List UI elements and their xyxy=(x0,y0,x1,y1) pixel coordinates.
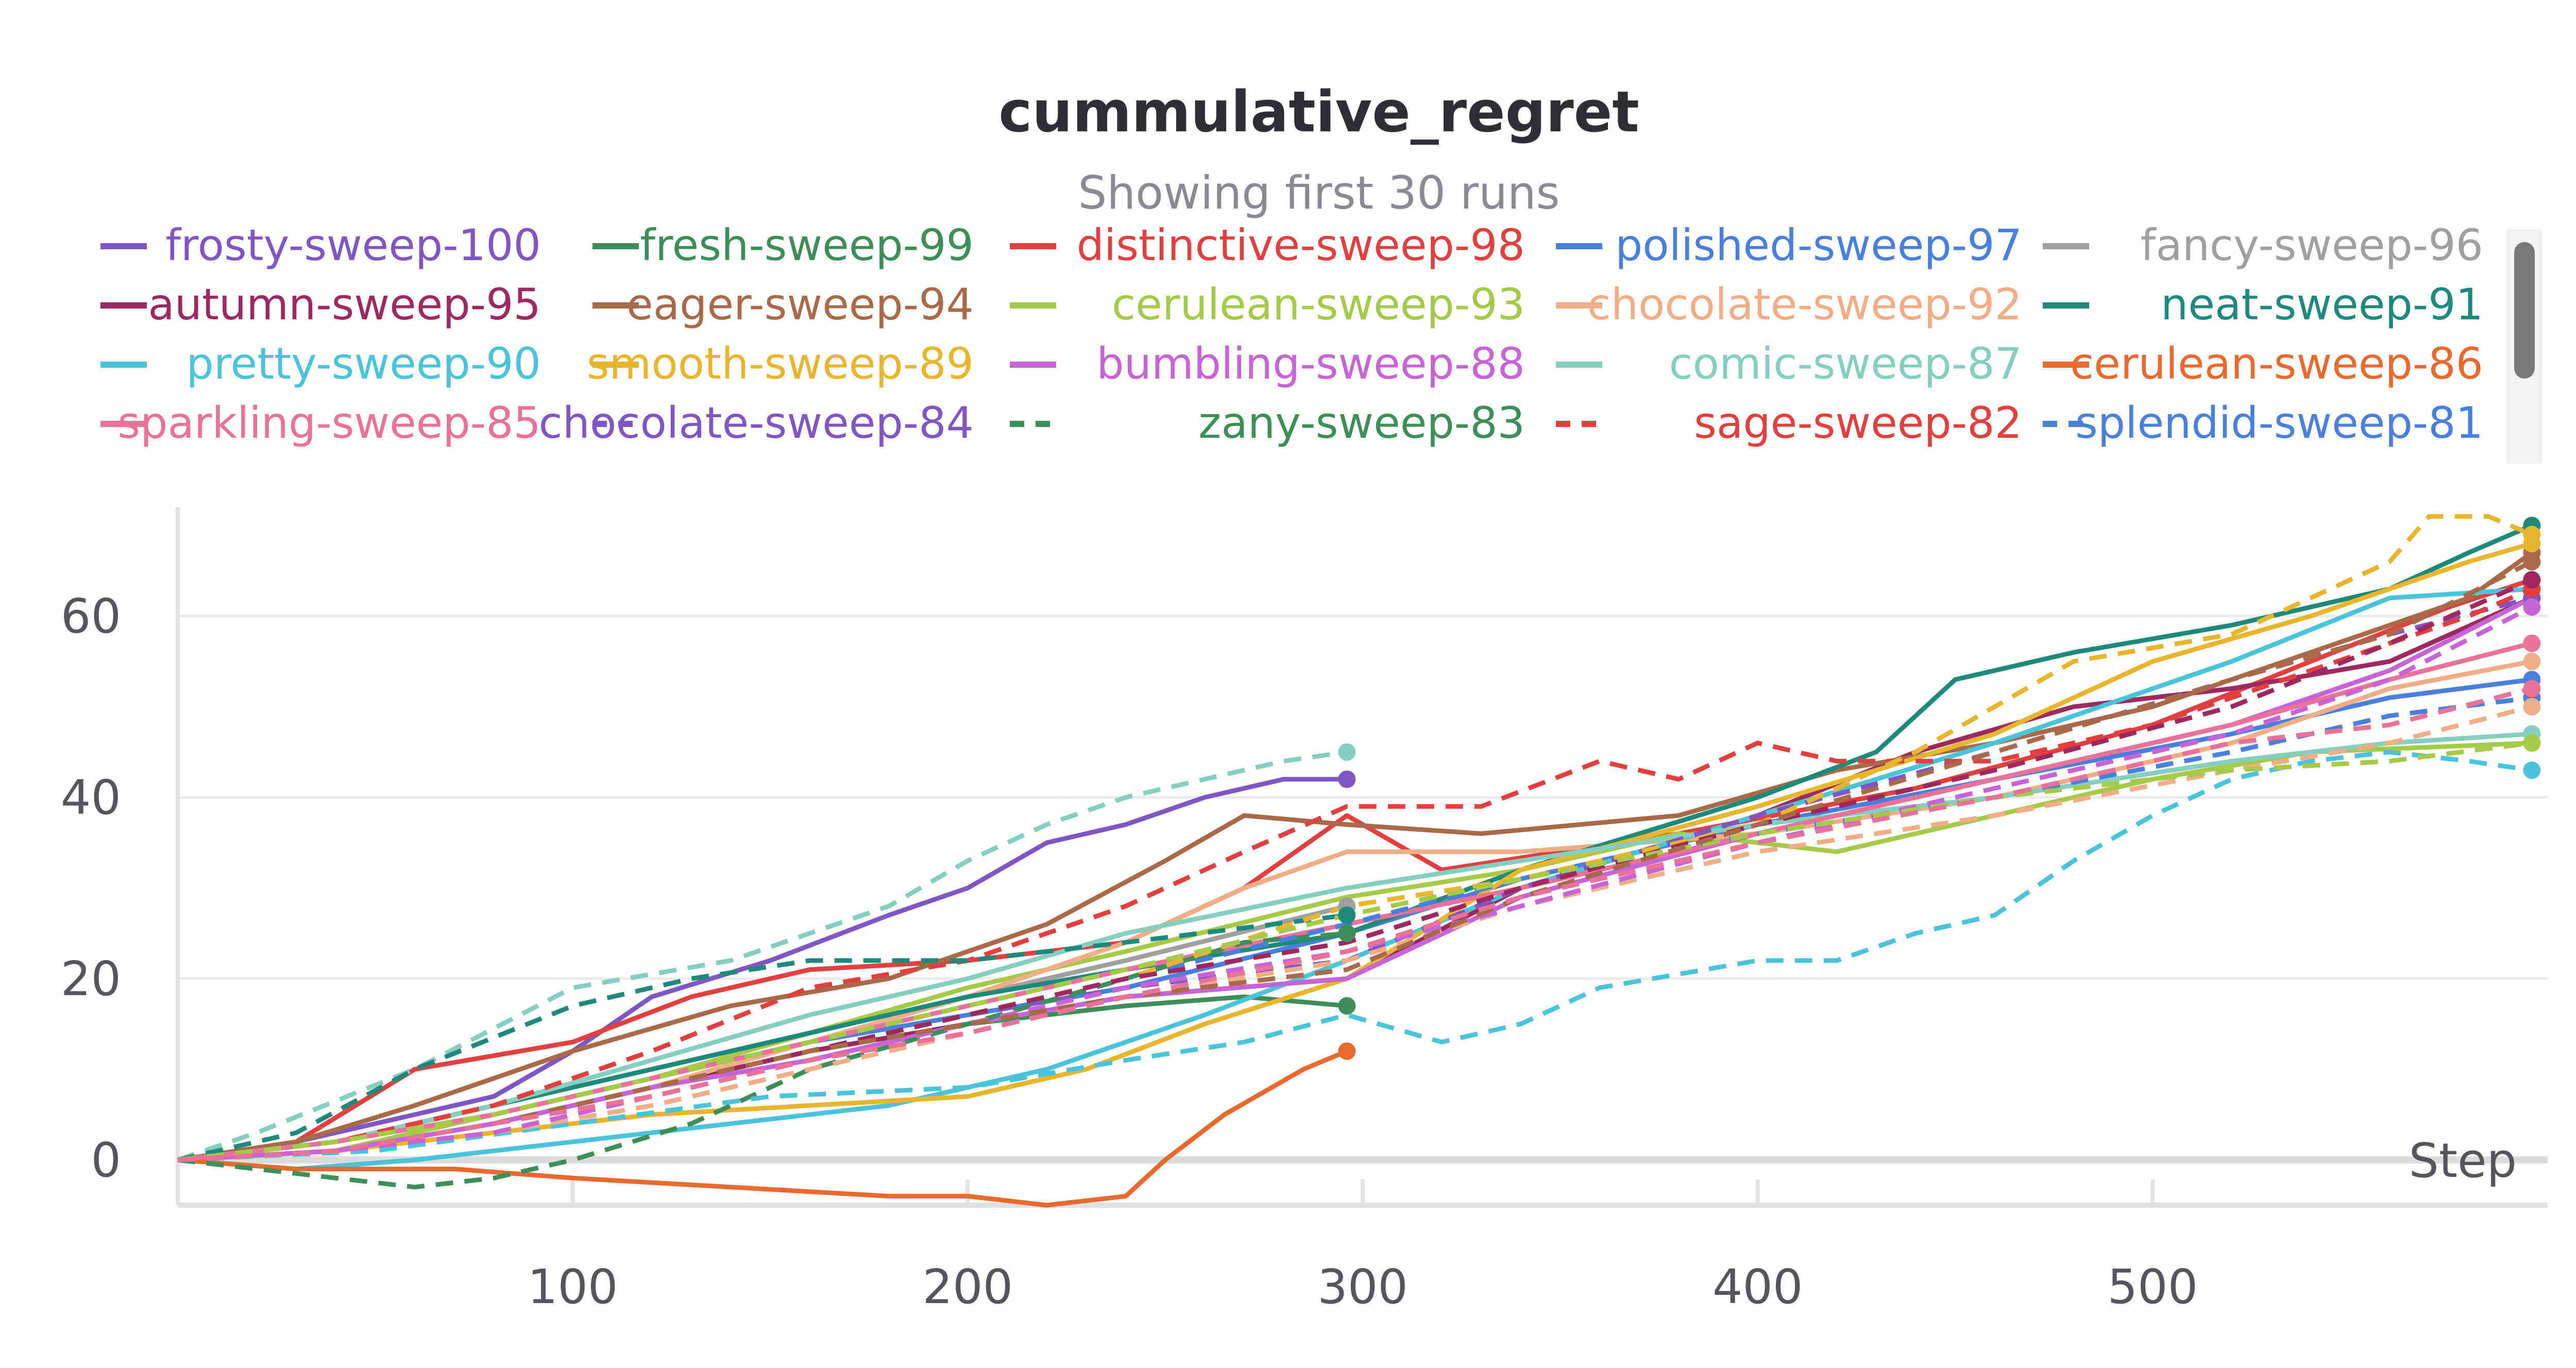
legend-item[interactable]: distinctive-sweep-98 xyxy=(1010,220,1525,270)
series-line[interactable] xyxy=(177,741,2532,1162)
legend: frosty-sweep-100 fresh-sweep-99 distinctiv… xyxy=(100,220,2483,448)
series-endpoint xyxy=(2523,598,2541,616)
series-line[interactable] xyxy=(177,541,2533,1162)
legend-item[interactable]: cerulean-sweep-93 xyxy=(1010,279,1525,330)
legend-label: smooth-sweep-89 xyxy=(587,338,974,389)
series-line[interactable] xyxy=(177,686,2533,1162)
legend-label: comic-sweep-87 xyxy=(1669,338,2022,389)
legend-item[interactable]: cerulean-sweep-86 xyxy=(2043,338,2483,389)
legend-item[interactable]: comic-sweep-87 xyxy=(1556,338,2022,389)
legend-item[interactable]: zany-sweep-83 xyxy=(1010,398,1525,448)
legend-item[interactable]: polished-sweep-97 xyxy=(1556,220,2022,270)
chart-subtitle: Showing first 30 runs xyxy=(1078,166,1560,219)
series-endpoint xyxy=(2523,634,2541,652)
series-endpoint xyxy=(1338,997,1356,1015)
series-endpoint xyxy=(1338,906,1356,924)
legend-label: polished-sweep-97 xyxy=(1615,220,2022,270)
series-line[interactable] xyxy=(177,577,2533,1162)
legend-item[interactable]: fresh-sweep-99 xyxy=(592,220,974,270)
series-line[interactable] xyxy=(177,931,1347,1190)
legend-label: distinctive-sweep-98 xyxy=(1077,220,1525,270)
series-line[interactable] xyxy=(177,777,1347,1162)
series-line[interactable] xyxy=(177,586,2532,1172)
grid: 0 20 40 60 xyxy=(61,589,2548,1188)
legend-item[interactable]: frosty-sweep-100 xyxy=(100,220,541,270)
x-tick-label: 400 xyxy=(1713,1259,1803,1314)
x-tick-label: 500 xyxy=(2108,1259,2198,1314)
series-endpoint xyxy=(1338,770,1356,788)
x-tick-label: 100 xyxy=(528,1259,618,1314)
series-line[interactable] xyxy=(177,695,2532,1162)
x-tick-label: 200 xyxy=(923,1259,1013,1314)
series-line[interactable] xyxy=(177,704,2533,1162)
legend-item[interactable]: splendid-sweep-81 xyxy=(2043,398,2483,448)
y-tick-label: 20 xyxy=(61,951,121,1006)
legend-label: sparkling-sweep-85 xyxy=(117,398,541,448)
legend-label: eager-sweep-94 xyxy=(626,279,974,330)
y-tick-label: 60 xyxy=(61,589,121,644)
series-endpoint xyxy=(2523,698,2541,716)
series-endpoint xyxy=(2523,653,2541,671)
legend-item[interactable]: pretty-sweep-90 xyxy=(100,338,541,389)
x-tick-label: 300 xyxy=(1317,1259,1408,1314)
axes: 100 200 300 400 500 xyxy=(176,507,2548,1314)
series-endpoint xyxy=(1338,1042,1356,1060)
legend-label: cerulean-sweep-86 xyxy=(2070,338,2483,389)
legend-item[interactable]: fancy-sweep-96 xyxy=(2043,220,2483,270)
legend-item[interactable]: chocolate-sweep-84 xyxy=(539,398,974,448)
legend-label: cerulean-sweep-93 xyxy=(1112,279,1525,330)
series-endpoint xyxy=(1338,743,1356,761)
legend-label: chocolate-sweep-84 xyxy=(539,398,974,448)
series-line[interactable] xyxy=(177,559,2533,1162)
series-line[interactable] xyxy=(177,587,2533,1162)
legend-label: fresh-sweep-99 xyxy=(640,220,974,270)
legend-item[interactable]: bumbling-sweep-88 xyxy=(1010,338,1525,389)
series-endpoint xyxy=(1338,925,1356,943)
legend-label: frosty-sweep-100 xyxy=(165,220,541,270)
legend-label: zany-sweep-83 xyxy=(1198,398,1525,448)
series-endpoint xyxy=(2523,571,2541,589)
series-line[interactable] xyxy=(177,913,1347,1162)
y-tick-label: 40 xyxy=(61,770,121,825)
series-endpoint xyxy=(2523,679,2541,697)
legend-label: chocolate-sweep-92 xyxy=(1587,279,2022,330)
legend-label: pretty-sweep-90 xyxy=(187,338,541,389)
series-layer xyxy=(177,514,2533,1208)
legend-item[interactable]: sage-sweep-82 xyxy=(1556,398,2022,448)
legend-item[interactable]: smooth-sweep-89 xyxy=(587,338,974,389)
legend-item[interactable]: neat-sweep-91 xyxy=(2043,279,2483,330)
legend-item[interactable]: eager-sweep-94 xyxy=(592,279,974,330)
chart-title: cummulative_regret xyxy=(998,79,1639,145)
legend-label: fancy-sweep-96 xyxy=(2141,220,2483,270)
series-endpoint xyxy=(2523,761,2541,779)
series-line[interactable] xyxy=(177,605,2533,1162)
legend-scrollbar-thumb[interactable] xyxy=(2514,242,2535,379)
series-line[interactable] xyxy=(177,749,2532,1162)
legend-label: sage-sweep-82 xyxy=(1694,398,2022,448)
legend-label: autumn-sweep-95 xyxy=(148,279,541,330)
series-line[interactable] xyxy=(177,1049,1348,1208)
series-endpoint xyxy=(2523,734,2541,752)
series-endpoint xyxy=(2523,553,2541,571)
x-axis-label: Step xyxy=(2409,1133,2517,1188)
legend-label: bumbling-sweep-88 xyxy=(1096,338,1525,389)
endpoints-layer xyxy=(1338,517,2541,1060)
legend-label: neat-sweep-91 xyxy=(2161,279,2483,330)
legend-item[interactable]: sparkling-sweep-85 xyxy=(100,398,541,448)
legend-item[interactable]: autumn-sweep-95 xyxy=(100,279,541,330)
legend-item[interactable]: chocolate-sweep-92 xyxy=(1556,279,2022,330)
legend-scrollbar[interactable] xyxy=(2506,229,2543,464)
series-endpoint xyxy=(2523,525,2541,543)
legend-label: splendid-sweep-81 xyxy=(2075,398,2483,448)
y-tick-label: 0 xyxy=(91,1133,121,1188)
